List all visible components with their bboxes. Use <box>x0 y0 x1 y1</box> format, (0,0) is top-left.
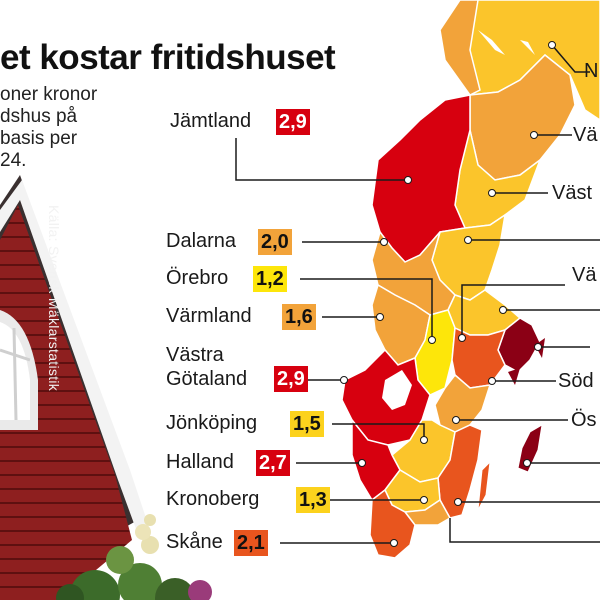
subtitle-line-3: basis per <box>0 128 78 149</box>
value-jonkoping: 1,5 <box>290 411 324 437</box>
label-halland: Halland <box>166 451 234 473</box>
label-skane: Skåne <box>166 531 223 553</box>
label-dalarna: Dalarna <box>166 230 237 252</box>
label-right-ostergotland: Ös <box>571 409 597 431</box>
value-kronoberg: 1,3 <box>296 487 330 513</box>
region-ostergotland <box>434 373 492 433</box>
label-vastra-gotaland: Västra Götaland <box>166 343 247 391</box>
subtitle-line-1: oner kronor <box>0 84 98 105</box>
label-right-sodermanland: Söd <box>558 370 594 392</box>
label-vastra-gotaland-line-2: Götaland <box>166 368 248 390</box>
label-right-vastmanland: Vä <box>572 264 597 286</box>
region-skane <box>369 488 416 559</box>
page-title: et kostar fritidshuset <box>0 38 336 77</box>
label-right-vasternorrland: Väst <box>552 182 593 204</box>
source-credit: Källa: Svensk Mäklarstatistik <box>46 205 62 392</box>
region-orebro <box>414 309 456 396</box>
label-kronoberg: Kronoberg <box>166 488 260 510</box>
value-dalarna: 2,0 <box>258 229 292 255</box>
subtitle-line-2: dshus på <box>0 106 78 127</box>
value-jamtland: 2,9 <box>276 109 310 135</box>
garden-foliage <box>56 514 212 600</box>
value-skane: 2,1 <box>234 530 268 556</box>
label-right-vasterbotten: Vä <box>573 124 598 146</box>
label-varmland: Värmland <box>166 305 252 327</box>
region-sodermanland <box>451 326 507 389</box>
label-jonkoping: Jönköping <box>166 412 258 434</box>
region-gotland <box>517 424 543 473</box>
label-vastra-gotaland-line-1: Västra <box>166 344 224 366</box>
leader-dots <box>340 41 556 547</box>
value-varmland: 1,6 <box>282 304 316 330</box>
label-right-norrbotten: N <box>584 60 599 82</box>
label-orebro: Örebro <box>166 267 229 289</box>
leader-lines-right <box>449 44 600 543</box>
value-vastra-gotaland: 2,9 <box>274 366 308 392</box>
subtitle-line-4: 24. <box>0 150 27 171</box>
value-orebro: 1,2 <box>253 266 287 292</box>
label-jamtland: Jämtland <box>170 110 252 132</box>
region-kalmar <box>437 424 483 519</box>
value-halland: 2,7 <box>256 450 290 476</box>
